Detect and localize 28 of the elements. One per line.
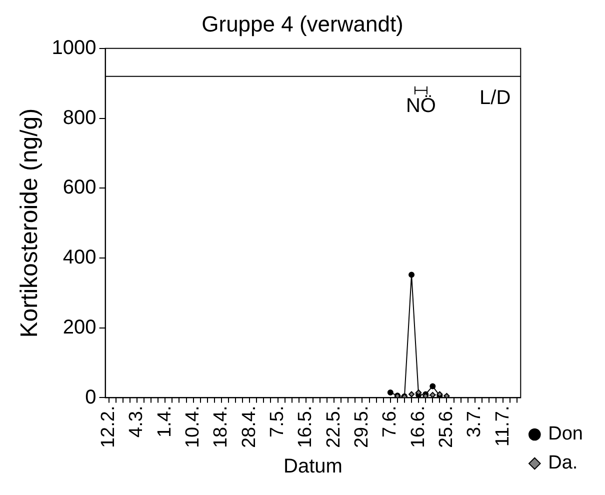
y-tick-label: 400 — [62, 246, 96, 269]
x-tick-label: 10.4. — [182, 406, 204, 448]
legend-label: Da. — [548, 452, 578, 474]
annotation: NÖ — [406, 94, 436, 117]
y-tick-label: 200 — [62, 316, 96, 338]
x-tick-label: 16.6. — [408, 406, 429, 448]
x-tick-label: 1.4. — [154, 406, 176, 438]
x-tick-label: 12.2. — [98, 406, 120, 448]
ref-line-label: L/D — [480, 86, 511, 109]
y-tick-label: 800 — [62, 106, 96, 129]
x-tick-label: 29.5. — [351, 406, 372, 448]
x-tick-label: 3.7. — [464, 406, 486, 438]
y-tick-label: 600 — [62, 176, 96, 199]
y-tick-label: 1000 — [52, 36, 96, 59]
chart-title: Gruppe 4 (verwandt) — [202, 11, 404, 36]
x-tick-label: 25.6. — [436, 406, 457, 448]
x-tick-label: 28.4. — [238, 406, 260, 448]
legend-label: Don — [548, 424, 584, 445]
x-tick-label: 16.5. — [295, 406, 316, 448]
x-tick-label: 7.6. — [380, 406, 401, 438]
y-tick-label: 0 — [85, 386, 96, 408]
x-tick-label: 11.7. — [492, 406, 514, 447]
x-tick-label: 7.5. — [267, 406, 288, 438]
y-axis-title: Kortikosteroide (ng/g) — [16, 108, 44, 338]
x-tick-label: 4.3. — [126, 406, 148, 438]
x-tick-label: 18.4. — [210, 406, 232, 448]
x-axis-title: Datum — [284, 456, 342, 478]
x-tick-label: 22.5. — [323, 406, 344, 448]
